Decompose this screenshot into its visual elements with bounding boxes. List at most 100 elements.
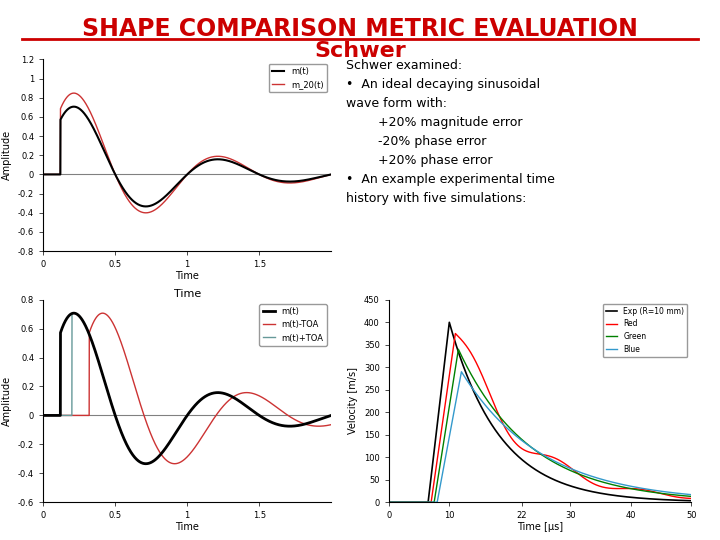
Exp (R=10 mm) [678,497,687,504]
Exp (R=10 mm) [678,497,687,504]
Exp (R=10 mm) [531,467,540,473]
Red [400,499,408,505]
m(t) [70,310,78,316]
m(t) [39,171,48,178]
Red [531,450,540,457]
Line: m_20(t): m_20(t) [43,93,331,213]
m_20(t) [266,176,274,183]
Blue [384,499,393,505]
Line: m(t): m(t) [43,313,331,464]
m(t) [70,104,78,110]
Blue [687,491,696,498]
m(t) [53,412,62,418]
m(t)-TOA [179,457,188,463]
X-axis label: Time: Time [175,522,199,531]
Green [400,499,408,505]
Legend: Exp (R=10 mm), Red, Green, Blue: Exp (R=10 mm), Red, Green, Blue [603,303,688,357]
m_20(t) [70,90,78,96]
Line: m(t): m(t) [43,107,331,206]
m(t) [319,173,328,179]
Red [687,495,696,502]
m(t) [179,175,188,181]
Blue [678,490,687,497]
Blue [623,482,631,489]
Title: Time: Time [174,289,201,299]
m(t)+TOA [141,461,150,467]
Line: m(t)+TOA: m(t)+TOA [43,313,331,464]
Red [678,495,687,501]
m(t) [319,415,328,421]
m(t) [171,429,180,436]
m(t)-TOA [266,400,274,406]
X-axis label: Time: Time [175,271,199,280]
m(t)-TOA [53,412,62,418]
m(t) [266,418,274,425]
Blue [531,447,540,454]
m(t)-TOA [171,461,180,467]
m_20(t) [171,185,180,191]
Blue [400,499,408,505]
Red [678,495,687,501]
m(t) [53,171,62,178]
Y-axis label: Amplitude: Amplitude [2,130,12,180]
Y-axis label: Velocity [m/s]: Velocity [m/s] [348,367,359,435]
Green [523,441,532,448]
m(t) [327,171,336,178]
Exp (R=10 mm) [400,499,408,505]
Line: Red: Red [389,334,691,502]
Legend: m(t), m_20(t): m(t), m_20(t) [269,64,327,92]
Green [454,346,463,353]
Exp (R=10 mm) [523,461,532,468]
m(t)+TOA [179,417,188,424]
Green [678,492,687,499]
m(t)-TOA [39,412,48,418]
Line: Green: Green [389,349,691,502]
m_20(t) [141,210,150,216]
m(t)+TOA [319,415,328,421]
Legend: m(t), m(t)-TOA, m(t)+TOA: m(t), m(t)-TOA, m(t)+TOA [259,304,327,346]
m(t)+TOA [70,310,78,316]
m(t) [327,412,336,418]
m(t) [141,461,150,467]
m(t)+TOA [319,415,328,421]
m(t)+TOA [39,412,48,418]
m_20(t) [319,173,328,180]
m(t)-TOA [170,461,179,467]
m_20(t) [53,171,62,178]
Red [384,499,393,505]
m(t) [141,203,150,210]
Exp (R=10 mm) [384,499,393,505]
m(t)-TOA [327,421,336,428]
Green [623,485,631,491]
m(t)+TOA [53,412,62,418]
m(t) [179,417,188,424]
m(t)-TOA [319,423,328,429]
Blue [678,490,687,497]
Blue [523,442,532,448]
Green [687,493,696,500]
Green [531,448,540,454]
Green [384,499,393,505]
m(t)-TOA [98,310,107,316]
Green [678,492,687,499]
m(t) [171,183,180,189]
m_20(t) [179,176,188,182]
m(t)+TOA [266,418,274,425]
m(t) [319,173,328,179]
Text: SHAPE COMPARISON METRIC EVALUATION: SHAPE COMPARISON METRIC EVALUATION [82,17,638,41]
m(t) [319,415,328,421]
Y-axis label: Amplitude: Amplitude [2,376,12,426]
m(t)+TOA [327,412,336,418]
Line: m(t)-TOA: m(t)-TOA [43,313,331,464]
m_20(t) [39,171,48,178]
Blue [457,368,466,375]
m(t) [266,176,274,182]
Text: Schwer: Schwer [314,41,406,61]
m(t)-TOA [319,423,328,429]
Line: Exp (R=10 mm): Exp (R=10 mm) [389,322,691,502]
Line: Blue: Blue [389,372,691,502]
Red [623,485,631,492]
Red [523,448,532,455]
Exp (R=10 mm) [623,494,631,500]
m(t) [39,412,48,418]
